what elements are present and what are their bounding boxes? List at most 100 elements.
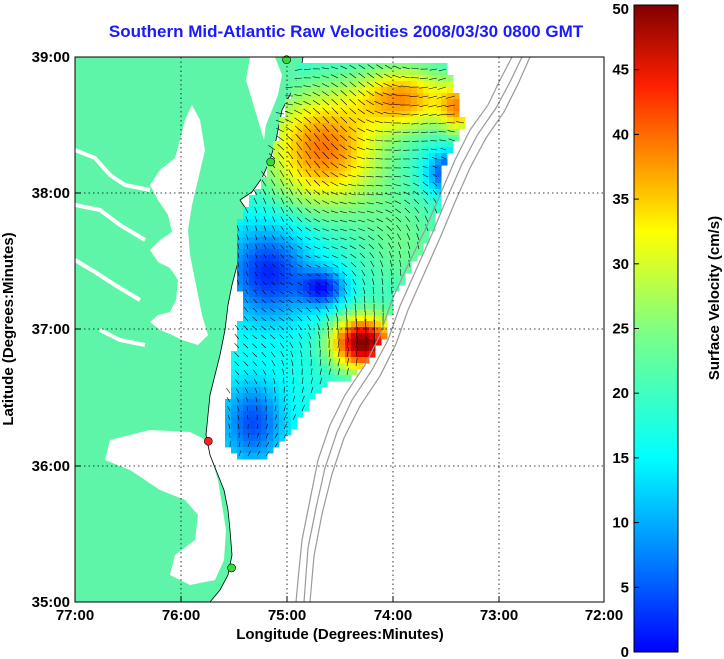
- velocity-cell: [267, 309, 274, 316]
- velocity-cell: [267, 249, 274, 256]
- velocity-cell: [429, 195, 436, 202]
- velocity-arrow: [288, 316, 294, 322]
- velocity-arrow: [247, 432, 250, 439]
- delaware-bay: [246, 57, 282, 140]
- velocity-cell: [357, 219, 364, 226]
- velocity-arrow: [420, 122, 429, 125]
- velocity-arrow: [397, 242, 402, 250]
- velocity-arrow: [422, 165, 429, 169]
- velocity-arrow: [376, 64, 384, 70]
- velocity-arrow: [297, 264, 303, 268]
- velocity-cell: [297, 351, 304, 358]
- velocity-arrow: [301, 359, 303, 367]
- velocity-cell: [369, 153, 376, 160]
- velocity-cell: [369, 255, 376, 262]
- velocity-cell: [345, 159, 352, 166]
- velocity-cell: [441, 135, 448, 142]
- velocity-cell: [321, 207, 328, 214]
- velocity-cell: [285, 249, 292, 256]
- velocity-arrow: [413, 190, 420, 196]
- velocity-arrow: [376, 226, 384, 232]
- velocity-cell: [423, 177, 430, 184]
- velocity-cell: [351, 333, 358, 340]
- velocity-cell: [429, 135, 436, 142]
- velocity-arrow: [412, 182, 420, 187]
- velocity-arrow: [344, 296, 348, 304]
- velocity-arrow: [294, 77, 303, 80]
- velocity-cell: [399, 261, 406, 268]
- velocity-cell: [321, 357, 328, 364]
- velocity-cell: [279, 393, 286, 400]
- velocity-cell: [375, 321, 382, 328]
- velocity-arrow: [292, 395, 296, 403]
- velocity-cell: [303, 231, 310, 238]
- velocity-arrow: [335, 304, 339, 313]
- velocity-arrow: [428, 86, 438, 90]
- velocity-arrow: [280, 351, 285, 358]
- velocity-arrow: [279, 272, 285, 277]
- velocity-cell: [279, 195, 286, 202]
- velocity-arrow: [274, 414, 278, 421]
- velocity-cell: [291, 87, 298, 94]
- velocity-arrow: [394, 200, 402, 205]
- velocity-arrow: [276, 127, 285, 133]
- velocity-cell: [291, 399, 298, 406]
- velocity-arrow: [272, 368, 276, 376]
- velocity-cell: [363, 267, 370, 274]
- velocity-cell: [387, 141, 394, 148]
- velocity-cell: [297, 267, 304, 274]
- velocity-arrow: [316, 290, 321, 295]
- velocity-cell: [273, 333, 280, 340]
- velocity-cell: [333, 195, 340, 202]
- velocity-cell: [417, 93, 424, 100]
- velocity-arrow: [263, 253, 267, 259]
- velocity-arrow: [283, 377, 285, 385]
- y-tick-label: 39:00: [32, 49, 70, 66]
- velocity-arrow: [346, 327, 349, 340]
- velocity-cell: [327, 93, 334, 100]
- velocity-arrow: [312, 107, 321, 115]
- velocity-arrow: [424, 215, 429, 223]
- velocity-cell: [405, 159, 412, 166]
- velocity-cell: [375, 189, 382, 196]
- velocity-cell: [243, 321, 250, 328]
- velocity-arrow: [337, 338, 340, 349]
- velocity-cell: [381, 141, 388, 148]
- velocity-cell: [249, 285, 256, 292]
- velocity-cell: [399, 117, 406, 124]
- velocity-cell: [411, 141, 418, 148]
- velocity-cell: [333, 255, 340, 262]
- velocity-arrow: [349, 90, 357, 97]
- velocity-cell: [273, 309, 280, 316]
- velocity-cell: [345, 141, 352, 148]
- velocity-arrow: [346, 367, 349, 376]
- velocity-cell: [417, 183, 424, 190]
- velocity-arrow: [279, 169, 285, 178]
- velocity-arrow: [254, 280, 258, 286]
- velocity-cell: [279, 183, 286, 190]
- velocity-cell: [411, 231, 418, 238]
- velocity-arrow: [389, 251, 393, 259]
- velocity-cell: [297, 393, 304, 400]
- velocity-cell: [363, 321, 370, 328]
- velocity-cell: [309, 63, 316, 70]
- velocity-arrow: [305, 246, 312, 250]
- velocity-arrow: [306, 315, 312, 322]
- velocity-cell: [423, 231, 430, 238]
- velocity-cell: [297, 255, 304, 262]
- velocity-cell: [297, 183, 304, 190]
- velocity-arrow: [358, 72, 366, 79]
- velocity-cell: [357, 99, 364, 106]
- velocity-cell: [339, 303, 346, 310]
- velocity-cell: [375, 177, 382, 184]
- velocity-cell: [357, 291, 364, 298]
- velocity-cell: [231, 351, 238, 358]
- velocity-cell: [369, 201, 376, 208]
- velocity-cell: [387, 207, 394, 214]
- velocity-arrow: [292, 386, 295, 394]
- velocity-arrow: [295, 68, 303, 71]
- velocity-arrow: [364, 327, 367, 340]
- velocity-arrow: [383, 121, 393, 124]
- velocity-cell: [321, 237, 328, 244]
- velocity-cell: [345, 117, 352, 124]
